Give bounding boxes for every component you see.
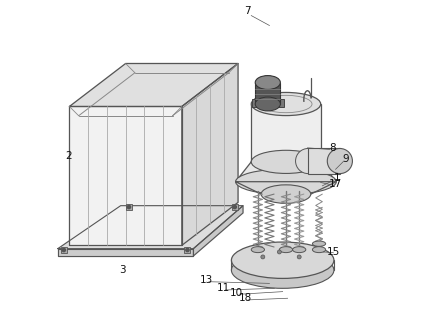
Ellipse shape [327,148,353,174]
Ellipse shape [292,247,306,253]
Bar [308,148,340,174]
Text: 8: 8 [329,143,335,153]
Polygon shape [236,162,336,182]
Bar [184,247,190,253]
Polygon shape [70,63,238,107]
Polygon shape [58,206,243,249]
Text: 10: 10 [230,288,243,298]
Ellipse shape [251,150,321,173]
Bar [126,204,132,210]
Text: 7: 7 [244,6,251,16]
Polygon shape [182,63,238,245]
Ellipse shape [261,185,311,204]
Ellipse shape [231,242,334,279]
Ellipse shape [280,247,292,253]
Polygon shape [58,249,194,256]
Ellipse shape [251,92,321,116]
Ellipse shape [251,247,264,253]
Bar [255,83,280,104]
Bar [232,204,238,210]
Ellipse shape [255,97,280,111]
Text: 1: 1 [334,173,341,183]
Ellipse shape [255,76,280,89]
Polygon shape [194,206,243,256]
Ellipse shape [236,169,336,195]
Circle shape [62,248,66,252]
Circle shape [186,248,189,252]
Text: 11: 11 [217,283,230,293]
Bar [61,247,67,253]
Ellipse shape [295,148,321,174]
Ellipse shape [231,252,334,288]
Circle shape [277,250,281,254]
Circle shape [261,255,265,259]
Circle shape [127,206,131,208]
Text: 15: 15 [327,247,341,257]
Circle shape [297,255,301,259]
Text: 3: 3 [119,265,126,275]
Text: 2: 2 [66,151,72,161]
Text: 9: 9 [342,154,349,164]
Text: 17: 17 [329,179,342,189]
Ellipse shape [312,241,326,246]
Circle shape [233,206,237,208]
Text: 13: 13 [200,275,213,285]
Text: 18: 18 [239,293,252,303]
Bar [252,99,284,107]
Polygon shape [70,107,182,245]
Polygon shape [236,182,336,194]
Bar [251,104,321,162]
Ellipse shape [312,247,326,253]
